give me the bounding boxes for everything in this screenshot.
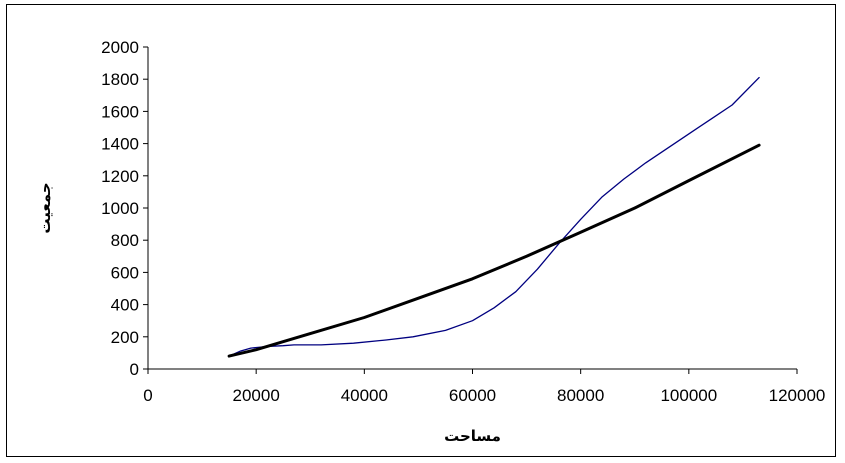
x-tick-label: 100000 xyxy=(660,386,717,405)
y-tick-label: 2000 xyxy=(101,38,139,57)
series-line-thick xyxy=(227,143,761,358)
x-tick-label: 0 xyxy=(143,386,152,405)
x-tick-labels: 0 20000 40000 60000 80000 100000 120000 xyxy=(143,386,825,405)
x-tick-label: 120000 xyxy=(769,386,826,405)
y-tick-label: 1200 xyxy=(101,167,139,186)
y-tick-labels: 0 200 400 600 800 1000 1200 1400 1600 1800 2000 xyxy=(101,38,139,379)
y-tick-label: 600 xyxy=(111,263,139,282)
series-lines xyxy=(227,76,761,358)
x-tick-label: 80000 xyxy=(557,386,604,405)
y-tick-label: 800 xyxy=(111,231,139,250)
series-line-thin xyxy=(228,76,760,357)
line-chart: 0 20000 40000 60000 80000 100000 120000 0 200 40… xyxy=(36,38,825,445)
x-tick-label: 40000 xyxy=(341,386,388,405)
y-tick-label: 1400 xyxy=(101,135,139,154)
y-tick-label: 1600 xyxy=(101,102,139,121)
y-tick-label: 0 xyxy=(130,360,139,379)
y-tick-label: 200 xyxy=(111,328,139,347)
y-axis-title: جمعیت xyxy=(36,182,54,233)
y-tick-label: 400 xyxy=(111,296,139,315)
chart-frame: 0 20000 40000 60000 80000 100000 120000 0 200 40… xyxy=(6,4,836,457)
axes xyxy=(143,46,798,374)
y-tick-label: 1000 xyxy=(101,199,139,218)
x-tick-label: 60000 xyxy=(449,386,496,405)
x-axis-title: مساحت xyxy=(444,427,501,445)
x-tick-label: 20000 xyxy=(233,386,280,405)
y-tick-label: 1800 xyxy=(101,70,139,89)
